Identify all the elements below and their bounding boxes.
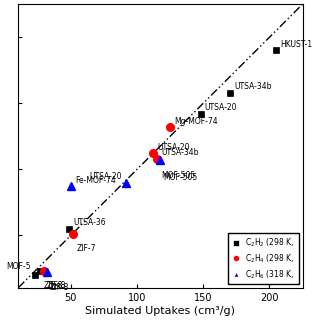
Text: UTSA-20: UTSA-20 — [90, 172, 122, 181]
Text: ZIF-7: ZIF-7 — [76, 244, 96, 253]
Text: MOF-5: MOF-5 — [6, 262, 31, 271]
Text: Fe-MOF-74: Fe-MOF-74 — [75, 176, 116, 185]
Text: UTSA-36: UTSA-36 — [74, 218, 106, 227]
X-axis label: Simulated Uptakes (cm³/g): Simulated Uptakes (cm³/g) — [85, 306, 235, 316]
Text: UTSA-20: UTSA-20 — [157, 143, 190, 152]
Text: ZIF-8: ZIF-8 — [50, 284, 69, 292]
Text: Mg-MOF-74: Mg-MOF-74 — [174, 116, 218, 126]
Text: UTSA-34b: UTSA-34b — [161, 148, 199, 157]
Text: MOF-505: MOF-505 — [164, 172, 198, 181]
Text: UTSA-34b: UTSA-34b — [234, 82, 271, 91]
Text: ZIF-8: ZIF-8 — [43, 281, 62, 290]
Text: UTSA-20: UTSA-20 — [205, 103, 237, 112]
Legend: C$_2$H$_2$ (298 K,, C$_2$H$_4$ (298 K,, C$_2$H$_6$ (318 K,: C$_2$H$_2$ (298 K,, C$_2$H$_4$ (298 K,, … — [228, 233, 299, 284]
Text: MOF-505: MOF-505 — [161, 171, 195, 180]
Text: HKUST-1: HKUST-1 — [280, 40, 312, 49]
Text: ZIF-8: ZIF-8 — [47, 281, 67, 290]
